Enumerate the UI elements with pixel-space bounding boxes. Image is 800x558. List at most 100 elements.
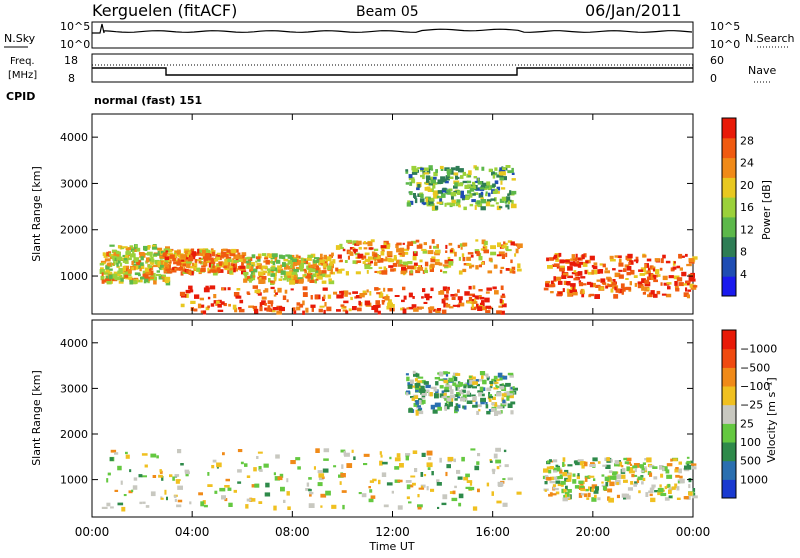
power-cell-5-218 [577, 271, 583, 276]
power-cell-4-235 [457, 304, 461, 308]
power-cell-4-19 [500, 285, 504, 290]
beam-title: Beam 05 [356, 4, 419, 20]
velocity-cell-2-218 [449, 401, 453, 407]
power-cell-3-133 [490, 245, 496, 250]
power-cell-2-96 [264, 257, 269, 260]
power-cell-0-67 [158, 274, 164, 280]
velocity-cell-1-226 [626, 457, 632, 462]
velocity-cell-0-238 [369, 480, 374, 483]
power-cell-3-149 [487, 270, 493, 274]
power-cell-1-96 [195, 262, 198, 268]
power-cell-3-202 [499, 269, 503, 274]
velocity-cell-0-45 [470, 448, 476, 451]
velocity-cell-0-147 [439, 457, 442, 463]
velocity-cbar-tick-7: 1000 [740, 473, 768, 486]
velocity-cell-1-33 [562, 457, 566, 462]
velocity-cell-2-75 [496, 378, 500, 382]
velocity-cell-1-247 [670, 458, 673, 462]
power-cell-5-203 [688, 273, 694, 277]
power-cell-0-225 [105, 278, 111, 281]
velocity-cell-1-196 [621, 493, 628, 498]
power-cell-2-259 [329, 261, 334, 266]
power-cell-3-131 [415, 239, 420, 243]
power-cell-4-178 [264, 288, 269, 293]
velocity-cell-0-124 [426, 486, 429, 491]
power-cell-1-204 [191, 262, 195, 268]
power-cell-6-38 [494, 180, 499, 185]
power-cell-4-36 [336, 294, 343, 299]
velocity-cell-1-46 [577, 459, 584, 463]
power-cell-3-189 [376, 271, 382, 274]
power-cell-6-139 [464, 184, 470, 189]
power-cell-5-83 [660, 258, 664, 264]
velocity-cell-0-242 [499, 464, 502, 468]
power-cell-3-223 [517, 268, 522, 272]
power-cell-2-103 [242, 258, 247, 264]
velocity-cell-1-98 [692, 488, 696, 492]
velocity-cell-2-248 [505, 391, 510, 396]
velocity-cell-1-166 [632, 474, 638, 477]
velocity-cell-2-245 [460, 392, 464, 395]
power-cell-5-162 [620, 283, 625, 289]
velocity-cell-0-41 [166, 496, 168, 501]
time-tick-2: 08:00 [275, 525, 310, 539]
power-cell-6-116 [509, 190, 512, 195]
power-cell-4-221 [228, 303, 231, 307]
power-cell-4-26 [426, 297, 430, 301]
power-cell-5-111 [630, 269, 635, 275]
power-cell-6-224 [433, 176, 437, 180]
power-cell-3-22 [404, 251, 409, 255]
velocity-cell-2-196 [417, 410, 424, 415]
velocity-cell-2-59 [475, 379, 479, 382]
velocity-cell-2-190 [499, 375, 503, 381]
velocity-cell-2-9 [445, 383, 450, 388]
velocity-cell-0-168 [177, 485, 183, 490]
power-cell-5-80 [566, 281, 571, 286]
power-cell-2-207 [255, 256, 261, 260]
power-cell-3-177 [354, 248, 357, 254]
power-cell-4-167 [406, 307, 410, 310]
velocity-ytick-label-2: 3000 [60, 382, 88, 395]
power-cell-6-143 [453, 185, 458, 189]
velocity-cell-0-199 [184, 471, 190, 475]
power-cell-5-30 [655, 269, 660, 274]
velocity-cell-2-93 [469, 384, 473, 388]
velocity-cbar-seg-6 [722, 367, 736, 387]
velocity-cell-2-163 [465, 397, 468, 401]
power-cell-1-53 [241, 252, 247, 257]
velocity-cell-0-33 [228, 502, 233, 507]
velocity-cell-1-158 [560, 480, 566, 485]
velocity-cell-0-88 [308, 477, 312, 480]
cpid-value: normal (fast) 151 [94, 94, 202, 107]
power-cell-0-31 [140, 264, 145, 270]
power-cell-5-106 [633, 275, 638, 278]
power-cell-3-100 [416, 244, 423, 249]
power-cell-4-214 [266, 307, 272, 312]
power-cell-4-250 [485, 310, 491, 313]
power-cell-0-18 [100, 267, 104, 270]
power-cell-0-212 [153, 253, 158, 256]
power-cell-6-216 [446, 202, 452, 206]
velocity-cell-2-49 [503, 391, 507, 395]
power-cell-3-148 [485, 245, 488, 251]
velocity-cell-0-137 [363, 463, 368, 466]
power-cell-4-127 [478, 295, 482, 299]
power-cell-5-19 [625, 278, 629, 280]
power-cell-6-141 [488, 168, 493, 173]
velocity-cell-2-144 [408, 408, 413, 413]
power-cell-4-9 [227, 287, 231, 291]
power-cell-4-219 [458, 298, 462, 303]
power-cell-2-22 [264, 255, 269, 258]
power-cell-6-244 [409, 181, 413, 186]
power-cell-2-84 [295, 267, 300, 270]
velocity-cell-0-232 [363, 453, 370, 457]
velocity-cell-1-191 [666, 463, 673, 467]
velocity-cell-0-12 [185, 473, 189, 477]
power-cell-1-246 [188, 257, 194, 262]
velocity-cell-2-61 [415, 373, 420, 378]
power-cell-2-87 [328, 278, 332, 282]
velocity-ytick-label-0: 1000 [60, 474, 88, 487]
power-cell-0-252 [108, 274, 113, 280]
power-cell-1-31 [237, 266, 241, 270]
power-cell-1-206 [229, 252, 236, 257]
